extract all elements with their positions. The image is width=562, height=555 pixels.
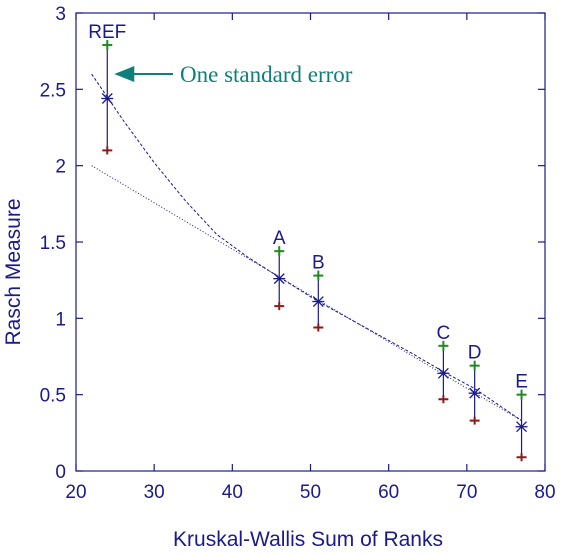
y-tick-label: 1.5 [40, 233, 66, 254]
point-label: D [468, 343, 482, 364]
data-point: D [468, 343, 482, 425]
x-tick-label: 70 [456, 482, 477, 503]
x-axis-title: Kruskal-Wallis Sum of Ranks [173, 528, 443, 551]
y-tick-label: 2 [55, 157, 66, 178]
y-tick-label: 2.5 [40, 80, 66, 101]
curve-fit-line [91, 73, 522, 422]
data-point: C [437, 323, 451, 404]
y-tick-label: 0 [55, 462, 66, 483]
linear-fit-line [91, 165, 522, 422]
axes: 20 30 40 50 60 70 80 0 0.5 1 1.5 2 2.5 3 [40, 4, 556, 503]
x-tick-label: 60 [378, 482, 399, 503]
x-tick-label: 30 [144, 482, 165, 503]
x-tick-label: 20 [65, 482, 86, 503]
data-point: REF [88, 22, 126, 155]
x-tick-label: 50 [300, 482, 321, 503]
annotation-text: One standard error [180, 62, 353, 87]
annotation: One standard error [114, 62, 353, 87]
data-point: A [273, 228, 286, 311]
y-tick-label: 1 [55, 309, 66, 330]
point-label: B [312, 253, 325, 274]
y-axis-title: Rasch Measure [2, 198, 25, 345]
fit-lines [91, 73, 522, 422]
annotation-arrow-head [114, 66, 135, 83]
x-tick-label: 40 [222, 482, 243, 503]
data-point: E [515, 372, 528, 462]
point-label: E [515, 372, 528, 393]
point-label: A [273, 228, 286, 249]
point-label: REF [88, 22, 126, 43]
data-point: B [312, 253, 325, 332]
y-tick-label: 3 [55, 4, 66, 25]
y-tick-label: 0.5 [40, 386, 66, 407]
point-label: C [437, 323, 451, 344]
data-points: REF A B CD E [88, 22, 528, 462]
x-tick-label: 80 [534, 482, 555, 503]
